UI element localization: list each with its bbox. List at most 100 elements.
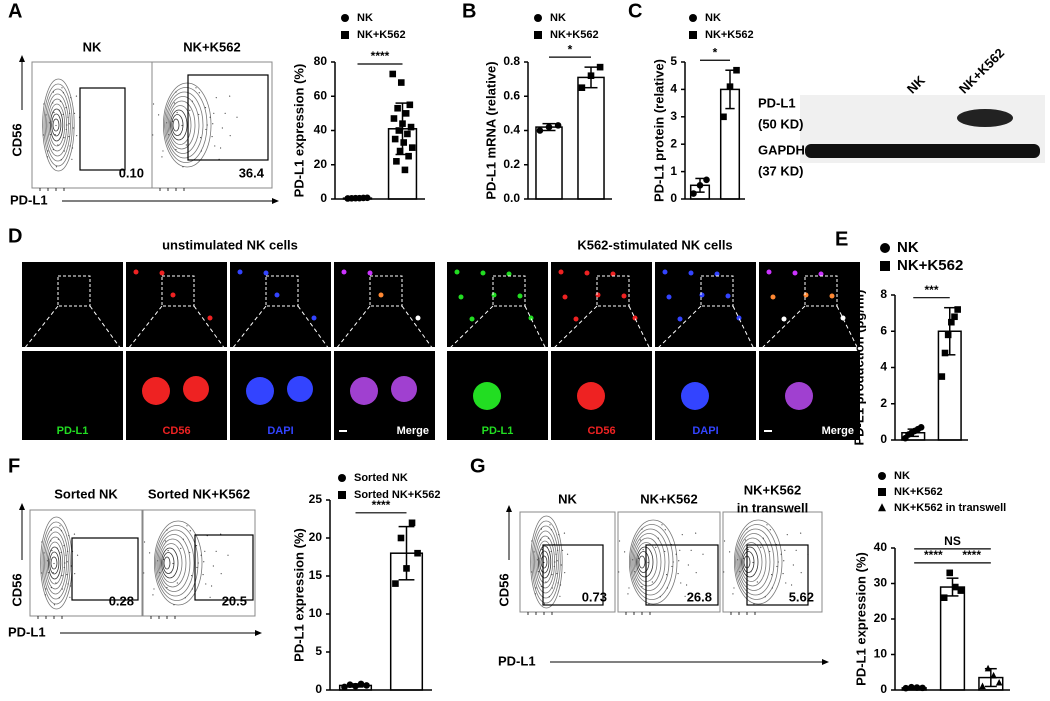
flow-event xyxy=(69,112,71,114)
flow-contour xyxy=(742,551,755,573)
flow-event xyxy=(65,554,67,556)
flow-event xyxy=(55,582,57,584)
zoom-line xyxy=(401,305,434,350)
flow-event xyxy=(43,552,45,554)
flow-event xyxy=(627,593,629,595)
cell xyxy=(263,270,269,276)
flow-event xyxy=(47,572,49,574)
legend-marker xyxy=(341,31,349,39)
legend-label: NK+K562 xyxy=(897,257,963,274)
cell xyxy=(491,292,497,298)
flow-event xyxy=(46,560,49,562)
flow-contour xyxy=(532,525,559,599)
point xyxy=(948,318,955,326)
flow-event xyxy=(45,588,47,590)
point xyxy=(394,104,401,112)
y-axis-label: PD-L1 expression (%) xyxy=(291,528,306,662)
flow-contour xyxy=(534,530,557,594)
flow-event xyxy=(209,596,211,598)
zoom-line xyxy=(732,305,755,350)
flow-event xyxy=(50,586,52,589)
flow-event xyxy=(780,553,782,555)
flow-event xyxy=(212,565,214,567)
y-axis-label: PD-L1 mRNA (relative) xyxy=(483,61,498,199)
point xyxy=(951,583,959,591)
y-axis-label: PD-L1 protein (relative) xyxy=(651,59,666,202)
cell xyxy=(558,269,564,275)
flow-event xyxy=(554,561,556,563)
flow-event xyxy=(189,530,191,532)
legend-label: NK xyxy=(897,239,919,256)
cell-zoom xyxy=(287,376,313,402)
flow-xlabel: PD-L1 xyxy=(8,624,46,639)
cell xyxy=(714,271,720,277)
flow-event xyxy=(531,540,533,542)
y-tick-label: 10 xyxy=(874,647,888,661)
cell xyxy=(662,269,668,275)
flow-event xyxy=(555,553,557,555)
flow-event xyxy=(204,550,206,552)
flow-event xyxy=(642,548,644,551)
zoom-box xyxy=(492,275,526,307)
flow-event xyxy=(53,562,55,565)
flow-event xyxy=(675,553,677,555)
cell xyxy=(766,269,772,275)
y-tick-label: 3 xyxy=(670,109,677,123)
flow-contour xyxy=(539,550,550,574)
cell xyxy=(454,269,460,275)
y-tick-label: 6 xyxy=(880,323,887,337)
flow-contour xyxy=(153,520,203,606)
y-tick-label: 0.0 xyxy=(503,191,520,205)
flow-event xyxy=(53,111,55,114)
y-tick-label: 5 xyxy=(315,644,322,658)
flow-event xyxy=(540,528,543,530)
gate xyxy=(645,544,719,606)
flow-contour xyxy=(158,538,187,588)
y-tick-label: 10 xyxy=(309,606,323,620)
legend-label: NK xyxy=(894,470,910,482)
cell xyxy=(610,271,616,277)
flow-event xyxy=(73,533,76,535)
flow-contour xyxy=(536,540,554,584)
zoom-box xyxy=(596,275,630,307)
flow-event xyxy=(184,597,186,599)
y-tick-label: 0 xyxy=(315,682,322,696)
arrow-head xyxy=(19,503,25,510)
arrow-head xyxy=(506,505,512,512)
legend-marker xyxy=(689,31,697,39)
flow-event xyxy=(540,585,542,588)
y-tick-label: 20 xyxy=(314,157,328,171)
y-tick-label: 0.6 xyxy=(503,88,520,102)
flow-event xyxy=(678,560,680,562)
zoom-line xyxy=(760,305,806,350)
flow-contour xyxy=(42,526,69,600)
significance-label: *** xyxy=(924,283,938,297)
flow-contour xyxy=(740,542,763,582)
flow-event xyxy=(215,97,217,99)
significance-label: **** xyxy=(371,49,390,63)
flow-contour xyxy=(636,546,654,578)
flow-event xyxy=(66,561,68,563)
flow-event xyxy=(63,544,65,547)
point xyxy=(726,83,734,90)
point xyxy=(944,331,952,339)
flow-event xyxy=(172,562,174,565)
cell xyxy=(770,294,776,300)
point xyxy=(957,587,965,594)
flow-event xyxy=(212,123,214,125)
y-tick-label: 0.8 xyxy=(503,54,520,68)
flow-event xyxy=(198,92,200,94)
flow-event xyxy=(557,549,559,551)
flow-title: NK xyxy=(558,491,577,506)
flow-event xyxy=(659,596,661,598)
cell-zoom xyxy=(785,382,813,410)
cell xyxy=(506,271,512,277)
arrow-head xyxy=(255,630,262,636)
cell xyxy=(458,294,464,300)
point xyxy=(536,127,544,134)
cell xyxy=(378,292,384,298)
point xyxy=(403,565,410,572)
flow-event xyxy=(655,546,657,548)
flow-event xyxy=(60,530,63,532)
